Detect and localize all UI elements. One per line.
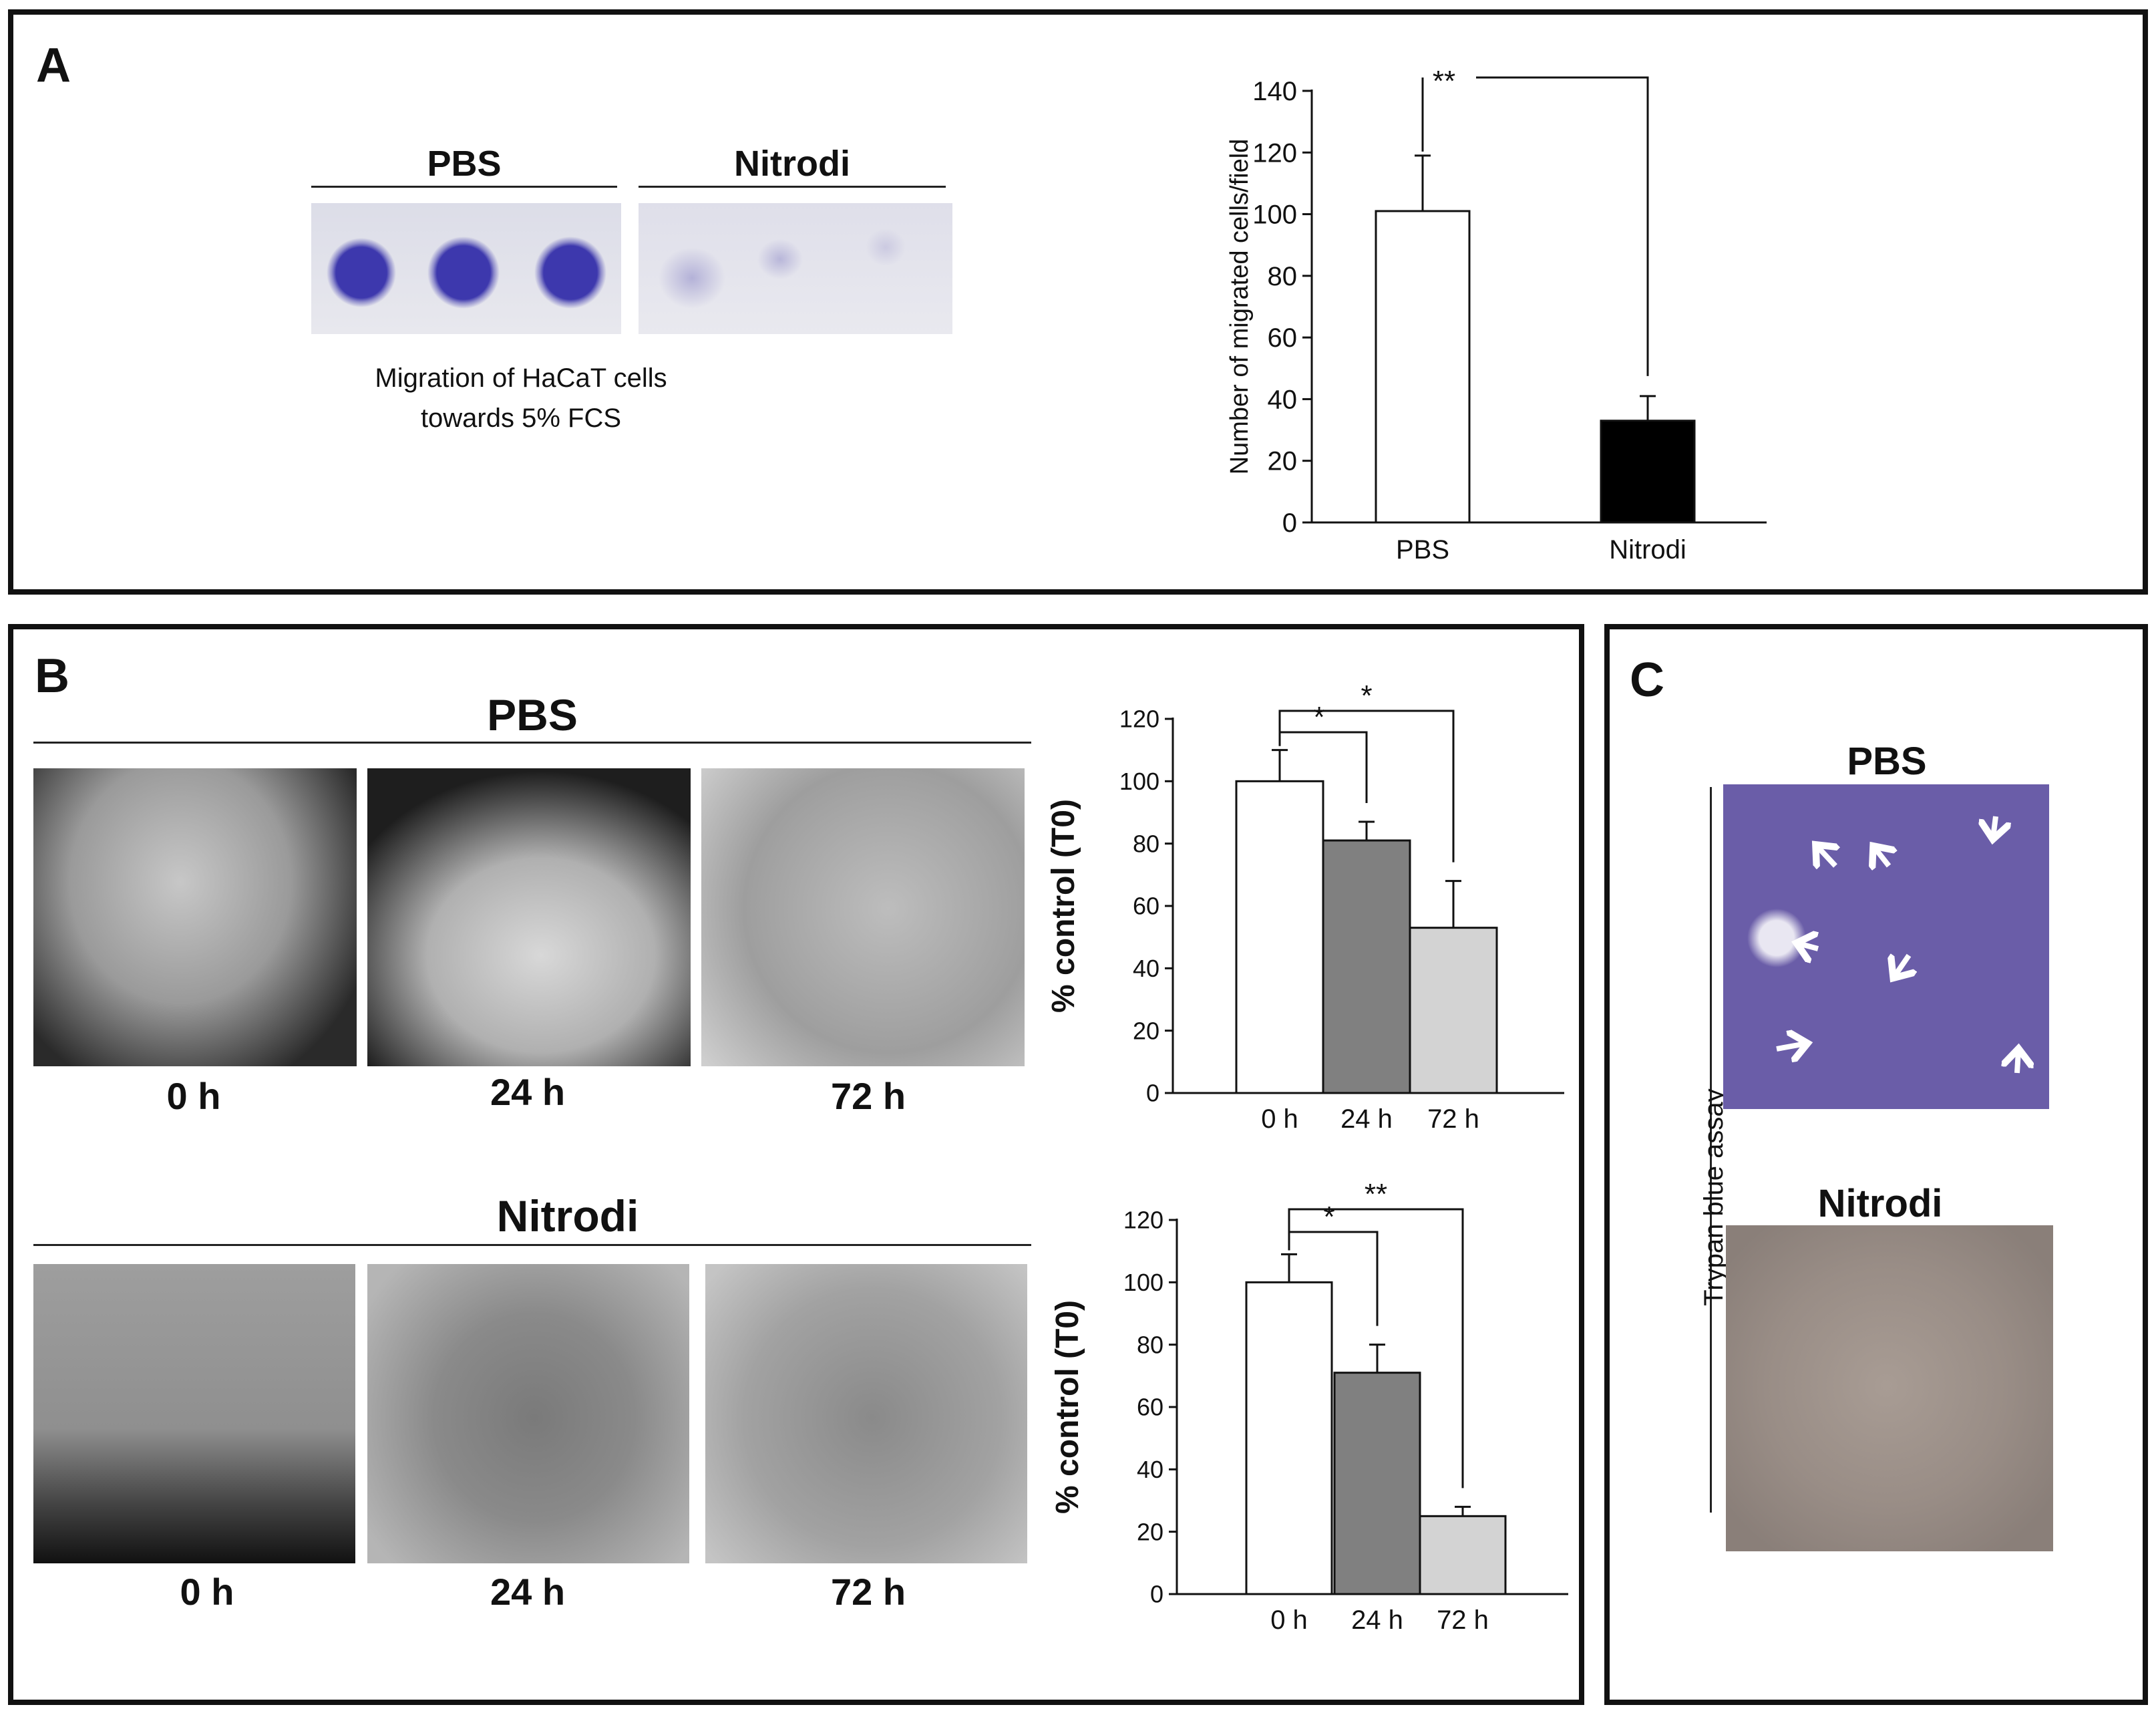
chartB1-y-tick-label: 80: [1133, 830, 1159, 857]
chartB1-significance-label: *: [1313, 701, 1324, 734]
membrane-photo-nitrodi: [639, 203, 952, 334]
chartB1-y-label: % control (T0): [1046, 799, 1081, 1013]
chartA-y-tick-label: 120: [1252, 138, 1297, 168]
chartB2-y-tick-label: 20: [1137, 1518, 1163, 1545]
chartA-category-label: PBS: [1396, 535, 1449, 565]
chartA-y-tick-label: 140: [1252, 77, 1297, 106]
chartB2-bar: [1419, 1515, 1507, 1595]
chartA-y-tick-label: 100: [1252, 200, 1297, 230]
panel-b-nitrodi-label-0h: 0 h: [180, 1571, 234, 1613]
arrow-icon: [1817, 846, 1835, 866]
chartB2-significance-label: **: [1365, 1178, 1387, 1211]
panel-c-arrows: [1776, 816, 2143, 1074]
panel-b-label: B: [35, 649, 69, 703]
chartB2-y-tick-label: 100: [1123, 1269, 1163, 1296]
scratch-photo-nitrodi-24h: [367, 1264, 689, 1563]
scratch-photo-nitrodi-72h: [705, 1264, 1027, 1563]
chartA-y-tick-label: 20: [1268, 447, 1298, 476]
chart-a-migrated-cells: 0 20 40 60 80 100 120 140 Number of migrated cel…: [1226, 65, 1767, 565]
panel-b: B PBS 0 h 24 h 72 h Nitrodi 0 h 24 h 72 …: [8, 624, 1584, 1705]
panel-a-header-line-pbs: [311, 186, 617, 188]
panel-b-pbs-label-24h: 24 h: [490, 1071, 566, 1113]
scratch-photo-pbs-72h: [701, 768, 1025, 1066]
panel-a: A PBS Nitrodi Migration of HaCaT cells t…: [8, 9, 2148, 595]
chartB1-y-tick-label: 120: [1119, 706, 1159, 733]
panel-a-label: A: [36, 39, 71, 92]
chartB1-bar: [1235, 780, 1324, 1094]
chartA-significance-label: **: [1433, 65, 1455, 98]
chart-b-nitrodi: 0 20 40 60 80 100 120 % control (T0) 0 h 24 h 72 h…: [1050, 1178, 1568, 1635]
chartB1-category-label: 72 h: [1427, 1104, 1479, 1134]
panel-c: C Trypan blue assay PBS Nitrodi: [1604, 624, 2148, 1705]
trypan-photo-nitrodi: [1726, 1225, 2053, 1551]
panel-b-nitrodi-title: Nitrodi: [496, 1191, 639, 1241]
chartB2-category-label: 72 h: [1437, 1605, 1489, 1635]
arrow-icon: [1776, 1044, 1806, 1049]
chartA-significance-bracket: [1476, 76, 1649, 376]
panel-b-pbs-label-0h: 0 h: [166, 1075, 221, 1117]
panel-a-header-nitrodi: Nitrodi: [734, 144, 850, 184]
panel-c-label: C: [1630, 653, 1664, 707]
chartB2-category-label: 0 h: [1270, 1605, 1308, 1635]
chartB2-y-tick-label: 0: [1150, 1581, 1163, 1608]
membrane-photo-pbs: [311, 203, 621, 334]
panel-b-nitrodi-label-72h: 72 h: [830, 1571, 906, 1613]
chartB1-significance-bracket: [1278, 710, 1455, 863]
chartA-y-label: Number of migrated cells/field: [1226, 139, 1254, 475]
chartB1-significance-label: *: [1361, 679, 1372, 712]
chartB1-bar: [1409, 927, 1498, 1094]
chartB2-category-label: 24 h: [1351, 1605, 1403, 1635]
chartB2-significance-label: *: [1323, 1201, 1334, 1233]
scratch-photo-nitrodi-0h: [33, 1264, 355, 1563]
panel-c-side-line: [1710, 787, 1712, 1513]
panel-a-header-line-nitrodi: [639, 186, 946, 188]
panel-a-caption-line2: towards 5% FCS: [420, 404, 622, 433]
chartB2-bar: [1333, 1372, 1421, 1595]
chartA-category-label: Nitrodi: [1609, 535, 1686, 565]
chartB1-y-tick-label: 0: [1146, 1080, 1159, 1107]
chartB1-y-tick-label: 60: [1133, 893, 1159, 920]
chartA-y-tick-label: 60: [1268, 323, 1298, 353]
chartA-bar: [1375, 210, 1471, 524]
scratch-photo-pbs-24h: [367, 768, 691, 1066]
arrow-icon: [1874, 847, 1889, 866]
panel-b-pbs-label-72h: 72 h: [830, 1075, 906, 1117]
chartA-y-tick-label: 0: [1282, 508, 1297, 538]
chartB2-y-tick-label: 40: [1137, 1456, 1163, 1483]
panel-a-caption-line1: Migration of HaCaT cells: [375, 363, 667, 393]
panel-c-pbs-title: PBS: [1847, 740, 1927, 783]
chartB1-y-tick-label: 100: [1119, 768, 1159, 795]
arrow-icon: [2017, 1050, 2018, 1074]
chart-b-pbs: 0 20 40 60 80 100 120 % control (T0) 0 h 24 h 72 h…: [1046, 679, 1564, 1134]
panel-a-header-pbs: PBS: [427, 144, 502, 184]
chartB2-significance-bracket: [1288, 1208, 1464, 1489]
chartB2-y-tick-label: 60: [1137, 1394, 1163, 1421]
chartA-y-tick-label: 40: [1268, 385, 1298, 414]
arrow-icon: [1798, 943, 1819, 949]
chartA-y-tick-label: 80: [1268, 262, 1298, 291]
chartB2-y-tick-label: 120: [1123, 1207, 1163, 1234]
chartB2-bar: [1245, 1281, 1333, 1595]
chartB1-y-tick-label: 20: [1133, 1017, 1159, 1044]
chartA-bar: [1600, 420, 1696, 524]
arrow-icon: [1993, 816, 1996, 838]
chartB1-y-tick-label: 40: [1133, 955, 1159, 982]
panel-c-nitrodi-title: Nitrodi: [1817, 1182, 1943, 1225]
arrow-icon: [1894, 955, 1909, 977]
panel-b-nitrodi-label-24h: 24 h: [490, 1571, 566, 1613]
scratch-photo-pbs-0h: [33, 768, 357, 1066]
panel-b-pbs-line: [33, 742, 1031, 744]
chartB1-category-label: 24 h: [1340, 1104, 1393, 1134]
panel-b-nitrodi-line: [33, 1244, 1031, 1246]
chartB2-y-label: % control (T0): [1050, 1300, 1085, 1514]
chartB2-y-tick-label: 80: [1137, 1331, 1163, 1358]
chartB1-category-label: 0 h: [1261, 1104, 1298, 1134]
panel-b-pbs-title: PBS: [487, 690, 578, 740]
